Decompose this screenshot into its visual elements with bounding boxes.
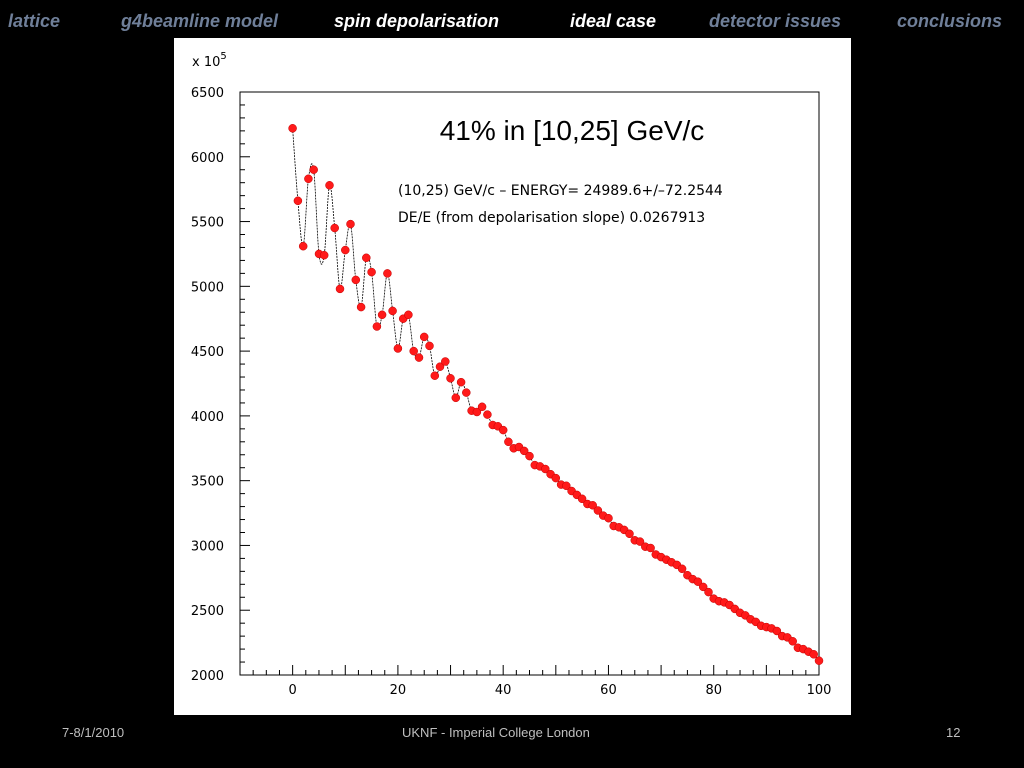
- data-point: [772, 626, 782, 636]
- data-point: [435, 362, 445, 371]
- data-point: [462, 388, 471, 397]
- data-point: [562, 481, 571, 491]
- data-point: [541, 464, 550, 474]
- data-point: [519, 446, 529, 456]
- y-multiplier-label: x 105: [192, 51, 227, 70]
- data-point: [441, 357, 450, 366]
- data-point: [393, 344, 403, 353]
- data-point: [341, 245, 350, 255]
- footer-page-number: 12: [946, 725, 961, 740]
- x-tick-label: 20: [390, 683, 407, 698]
- data-point: [351, 275, 361, 285]
- data-point: [625, 529, 634, 539]
- y-tick-label: 3500: [191, 475, 224, 490]
- data-point: [377, 310, 387, 320]
- data-point: [430, 371, 440, 380]
- nav-item-lattice[interactable]: lattice: [8, 11, 61, 31]
- y-tick-label: 2000: [191, 669, 224, 684]
- data-point: [419, 332, 429, 342]
- data-point: [504, 437, 513, 447]
- data-point: [356, 302, 366, 312]
- nav-item-g4beamline-model[interactable]: g4beamline model: [121, 11, 279, 31]
- data-point: [809, 650, 818, 659]
- data-points: [288, 124, 824, 665]
- y-tick-label: 5000: [191, 280, 224, 295]
- data-point: [367, 267, 376, 277]
- data-point: [456, 377, 466, 387]
- nav-item-conclusions[interactable]: conclusions: [897, 11, 1003, 31]
- data-point: [362, 253, 371, 263]
- nav-item-spin-depolarisation[interactable]: spin depolarisation: [334, 11, 500, 31]
- y-tick-label: 5500: [191, 216, 224, 231]
- depolarisation-chart: x 105 2000 2500 3000 3500 4000 4500 5000 5500 60…: [191, 51, 832, 698]
- x-tick-label: 60: [600, 683, 617, 698]
- data-point: [346, 219, 355, 229]
- data-point: [604, 513, 613, 523]
- y-multiplier-exponent: 5: [220, 51, 226, 62]
- data-point: [693, 577, 703, 586]
- data-point: [298, 241, 308, 251]
- data-point: [698, 582, 708, 592]
- y-tick-label: 3000: [191, 539, 224, 554]
- data-point: [525, 451, 534, 461]
- data-point: [409, 346, 418, 356]
- x-tick-label: 40: [495, 683, 512, 698]
- y-tick-label: 4500: [191, 345, 224, 360]
- data-point: [404, 310, 413, 320]
- y-multiplier-base: x 10: [192, 55, 220, 70]
- data-point: [472, 407, 482, 417]
- plot-panel: x 105 2000 2500 3000 3500 4000 4500 5000 5500 60…: [174, 38, 851, 715]
- data-point: [588, 501, 597, 510]
- data-point: [483, 410, 492, 419]
- data-point: [788, 637, 797, 646]
- data-point: [325, 181, 334, 190]
- data-point: [414, 353, 424, 362]
- data-point: [293, 196, 303, 206]
- data-point: [814, 656, 824, 665]
- data-point: [704, 587, 713, 597]
- x-tick-label: 80: [705, 683, 722, 698]
- fit-curve-line: [292, 128, 820, 661]
- data-point: [335, 284, 345, 294]
- fit-curve: [292, 128, 820, 661]
- data-point: [451, 393, 461, 403]
- data-point: [551, 473, 561, 483]
- y-tick-label: 4000: [191, 410, 224, 425]
- nav-item-ideal-case[interactable]: ideal case: [570, 11, 657, 31]
- data-point: [319, 250, 329, 260]
- data-point: [304, 174, 313, 184]
- energy-annotation: (10,25) GeV/c – ENERGY= 24989.6+/–72.254…: [398, 183, 723, 199]
- plot-frame: [239, 91, 820, 676]
- data-point: [330, 223, 339, 233]
- footer-date: 7-8/1/2010: [62, 725, 125, 740]
- depolarisation-annotation: DE/E (from depolarisation slope) 0.02679…: [398, 210, 705, 226]
- data-point: [288, 124, 297, 133]
- data-point: [309, 165, 318, 174]
- data-point: [372, 322, 382, 331]
- data-point: [446, 374, 455, 383]
- x-tick-label: 100: [807, 683, 832, 698]
- x-tick-label: 0: [288, 683, 296, 698]
- data-point: [646, 543, 655, 553]
- data-point: [388, 306, 397, 316]
- nav-item-detector-issues[interactable]: detector issues: [709, 11, 842, 31]
- y-tick-label: 6000: [191, 151, 224, 166]
- data-point: [383, 269, 392, 278]
- section-nav: lattice g4beamline model spin depolarisa…: [0, 11, 1024, 35]
- data-point: [677, 564, 687, 574]
- footer-institution: UKNF - Imperial College London: [402, 725, 590, 740]
- plot-axes: 2000 2500 3000 3500 4000 4500 5000 5500 6000 6500…: [191, 86, 832, 698]
- data-point: [477, 402, 487, 412]
- data-point: [498, 425, 508, 435]
- data-point: [593, 506, 603, 515]
- y-tick-label: 2500: [191, 604, 224, 619]
- data-point: [635, 537, 645, 546]
- chart-title: 41% in [10,25] GeV/c: [440, 115, 705, 146]
- data-point: [425, 341, 434, 351]
- y-tick-label: 6500: [191, 86, 224, 101]
- data-point: [577, 494, 587, 504]
